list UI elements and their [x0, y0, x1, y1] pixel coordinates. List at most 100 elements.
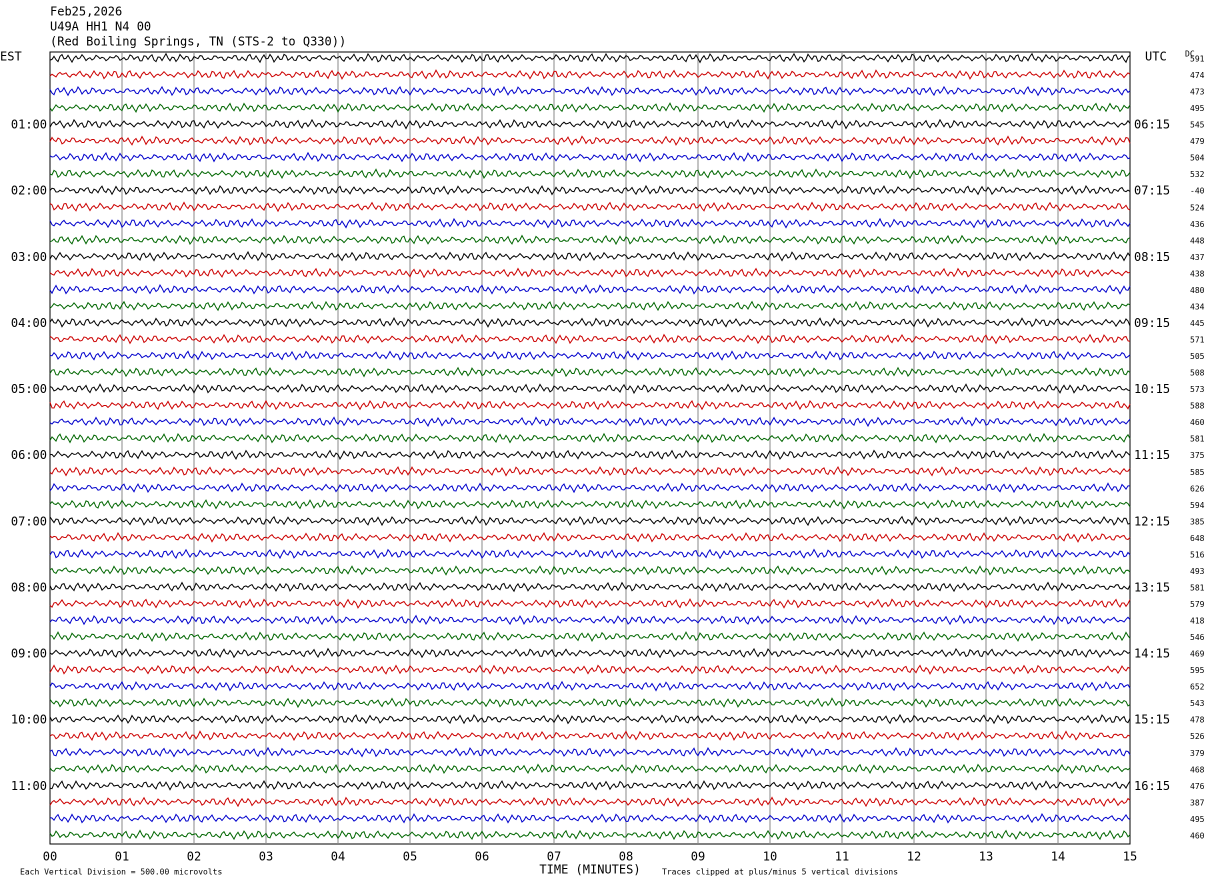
- dc-value: 585: [1190, 468, 1205, 477]
- dc-value: 448: [1190, 236, 1205, 245]
- trace: [49, 730, 1131, 742]
- right-hour-label: 14:15: [1134, 647, 1170, 661]
- right-hour-label: 10:15: [1134, 382, 1170, 396]
- trace: [49, 482, 1130, 494]
- dc-value: 573: [1190, 385, 1205, 394]
- dc-value: 375: [1190, 451, 1205, 460]
- dc-value: 445: [1190, 319, 1205, 328]
- trace: [49, 780, 1131, 791]
- x-tick-label: 10: [763, 850, 777, 864]
- dc-value: 495: [1190, 104, 1205, 113]
- right-hour-label: 12:15: [1134, 514, 1170, 528]
- dc-value: 478: [1190, 716, 1205, 725]
- header-station: U49A HH1 N4 00: [50, 20, 151, 34]
- dc-value: 473: [1190, 88, 1205, 97]
- dc-value: 479: [1190, 137, 1205, 146]
- trace: [49, 201, 1131, 213]
- left-hour-label: 05:00: [11, 382, 47, 396]
- trace: [49, 813, 1131, 824]
- dc-value: 379: [1190, 749, 1205, 758]
- trace: [49, 69, 1131, 80]
- x-tick-label: 05: [403, 850, 417, 864]
- trace: [49, 515, 1131, 527]
- dc-value: 652: [1190, 683, 1205, 692]
- dc-value: 505: [1190, 352, 1205, 361]
- trace: [49, 366, 1131, 378]
- right-hour-label: 06:15: [1134, 118, 1170, 132]
- dc-value: 526: [1190, 732, 1205, 741]
- x-tick-label: 02: [187, 850, 201, 864]
- dc-value: 594: [1190, 501, 1205, 510]
- trace: [49, 151, 1131, 163]
- dc-value: 387: [1190, 798, 1205, 807]
- dc-value: 504: [1190, 154, 1205, 163]
- trace: [49, 796, 1131, 808]
- trace: [49, 217, 1131, 229]
- trace: [49, 614, 1131, 626]
- footer-left: Each Vertical Division = 500.00 microvol…: [20, 868, 222, 877]
- dc-value: 591: [1190, 55, 1205, 64]
- x-tick-label: 13: [979, 850, 993, 864]
- dc-value: 545: [1190, 121, 1205, 130]
- trace: [49, 581, 1131, 593]
- trace: [49, 465, 1131, 477]
- dc-value: 595: [1190, 666, 1205, 675]
- right-hour-label: 08:15: [1134, 250, 1170, 264]
- trace: [49, 713, 1131, 725]
- trace: [49, 532, 1131, 543]
- dc-value: 385: [1190, 517, 1205, 526]
- x-tick-label: 15: [1123, 850, 1137, 864]
- trace: [49, 52, 1131, 64]
- dc-value: 524: [1190, 203, 1205, 212]
- dc-value: 474: [1190, 71, 1205, 80]
- right-hour-label: 16:15: [1134, 779, 1170, 793]
- dc-value: 476: [1190, 782, 1205, 791]
- trace: [49, 300, 1131, 312]
- dc-value: 508: [1190, 369, 1205, 378]
- trace: [49, 829, 1131, 841]
- right-hour-label: 07:15: [1134, 184, 1170, 198]
- trace: [49, 697, 1131, 709]
- dc-value: 495: [1190, 815, 1205, 824]
- trace: [49, 250, 1131, 262]
- trace: [49, 565, 1131, 576]
- trace: [49, 350, 1131, 361]
- dc-value: 469: [1190, 650, 1205, 659]
- x-axis-label: TIME (MINUTES): [539, 863, 640, 877]
- dc-value: 468: [1190, 765, 1205, 774]
- trace: [49, 746, 1131, 758]
- dc-value: 626: [1190, 484, 1205, 493]
- dc-value: 588: [1190, 402, 1205, 411]
- x-tick-label: 06: [475, 850, 489, 864]
- header-location: (Red Boiling Springs, TN (STS-2 to Q330)…: [50, 35, 346, 49]
- dc-value: 516: [1190, 550, 1205, 559]
- trace: [49, 399, 1131, 411]
- left-hour-label: 10:00: [11, 713, 47, 727]
- trace: [49, 85, 1131, 97]
- dc-value: 581: [1190, 583, 1205, 592]
- dc-value: 543: [1190, 699, 1205, 708]
- trace: [49, 102, 1131, 113]
- left-hour-label: 01:00: [11, 118, 47, 132]
- trace: [49, 664, 1131, 675]
- left-hour-label: 08:00: [11, 580, 47, 594]
- left-hour-label: 06:00: [11, 448, 47, 462]
- trace: [49, 598, 1131, 609]
- trace: [49, 184, 1131, 196]
- trace: [49, 763, 1131, 775]
- trace: [49, 383, 1131, 395]
- dc-value: 460: [1190, 831, 1205, 840]
- x-tick-label: 03: [259, 850, 273, 864]
- left-hour-label: 02:00: [11, 184, 47, 198]
- left-hour-label: 03:00: [11, 250, 47, 264]
- left-hour-label: 09:00: [11, 647, 47, 661]
- trace: [49, 432, 1131, 444]
- trace: [49, 416, 1131, 428]
- dc-value: -40: [1190, 187, 1205, 196]
- left-hour-label: 11:00: [11, 779, 47, 793]
- dc-value: 436: [1190, 220, 1205, 229]
- x-tick-label: 11: [835, 850, 849, 864]
- trace: [49, 333, 1131, 345]
- right-hour-label: 09:15: [1134, 316, 1170, 330]
- x-tick-label: 07: [547, 850, 561, 864]
